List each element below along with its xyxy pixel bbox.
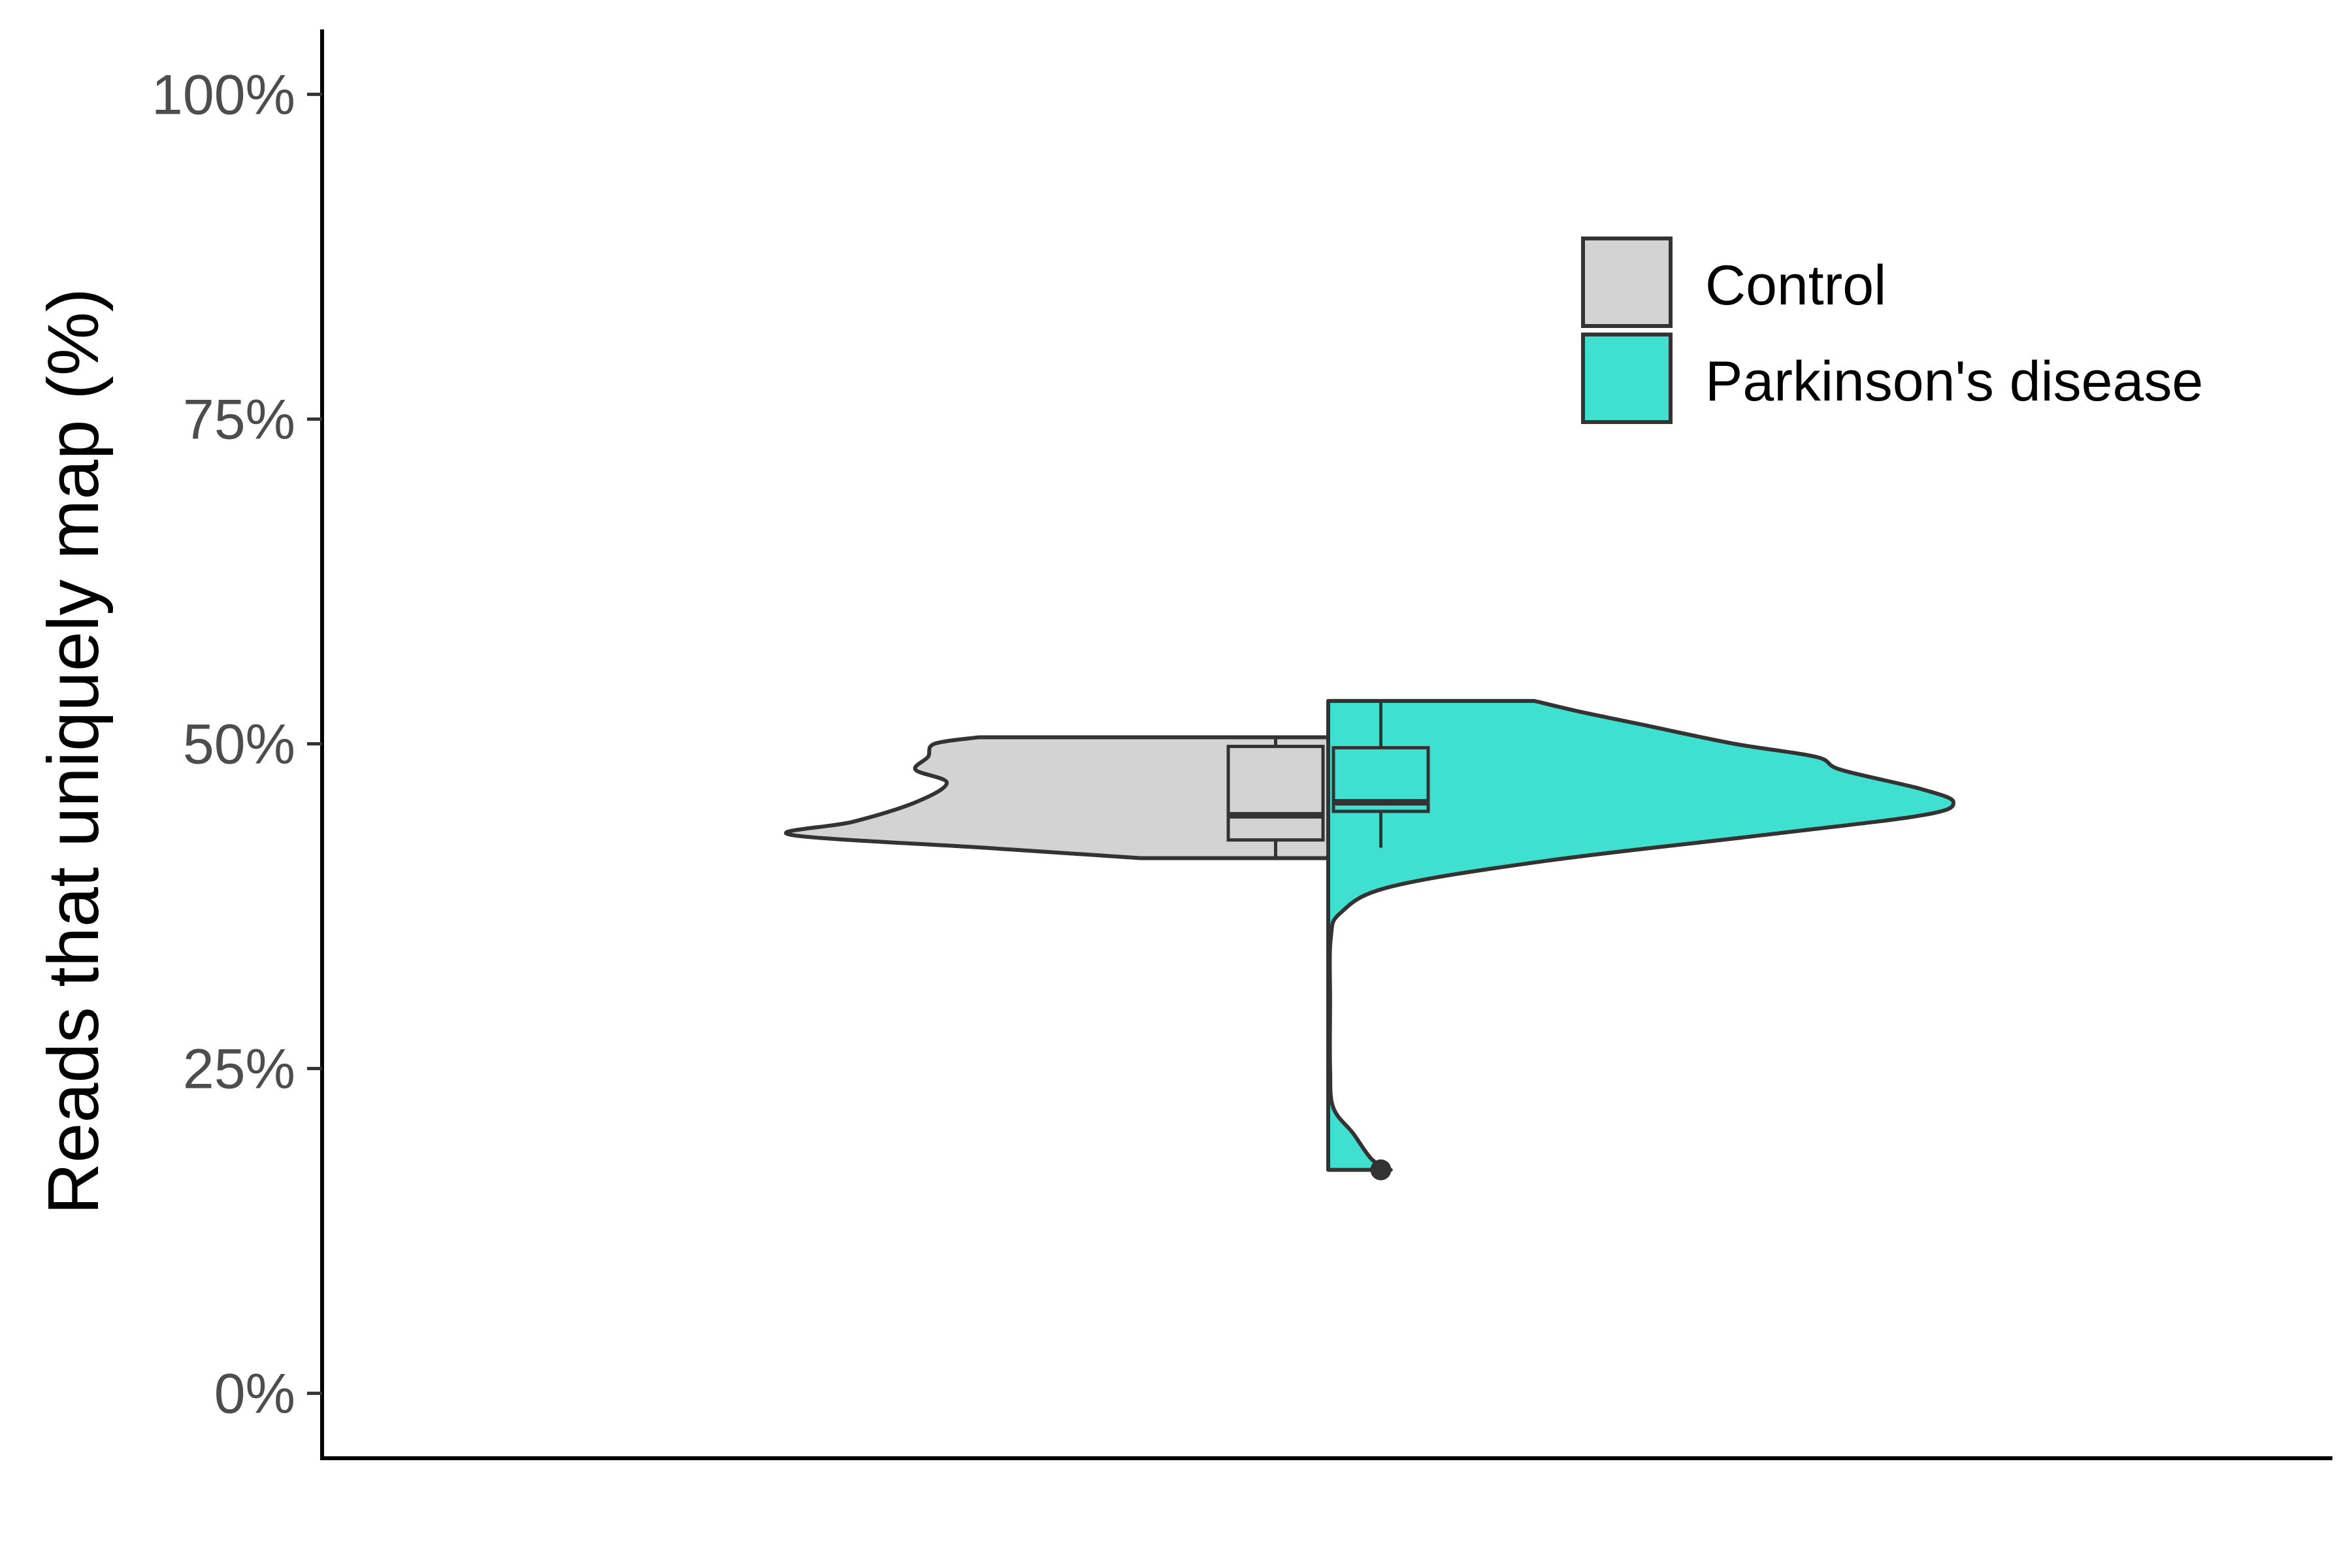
axes-layer: Reads that uniquely map (%) bbox=[33, 29, 2332, 1460]
violin-parkinsons bbox=[1326, 698, 1955, 1172]
legend-label-control: Control bbox=[1705, 254, 1886, 317]
violin-control bbox=[784, 735, 1330, 860]
y-axis-title: Reads that uniquely map (%) bbox=[33, 288, 114, 1215]
box-control bbox=[1226, 744, 1325, 842]
legend-key-parkinsons bbox=[1581, 333, 1673, 424]
y-ticks: 0% 25% 50% 75% 100% bbox=[152, 63, 322, 1426]
legend-key-control bbox=[1581, 237, 1673, 328]
y-tick-label: 25% bbox=[183, 1038, 295, 1101]
y-tick-label: 75% bbox=[183, 388, 295, 451]
legend-label-parkinsons: Parkinson's disease bbox=[1705, 350, 2203, 413]
outlier-point-parkinsons bbox=[1370, 1159, 1392, 1181]
boxplots-layer bbox=[1226, 700, 1430, 1181]
y-tick-label: 50% bbox=[183, 713, 295, 776]
legend: Control Parkinson's disease bbox=[1581, 237, 2203, 424]
violins-layer bbox=[784, 698, 1955, 1172]
y-tick-label: 100% bbox=[152, 63, 295, 126]
y-tick-label: 0% bbox=[214, 1363, 295, 1426]
